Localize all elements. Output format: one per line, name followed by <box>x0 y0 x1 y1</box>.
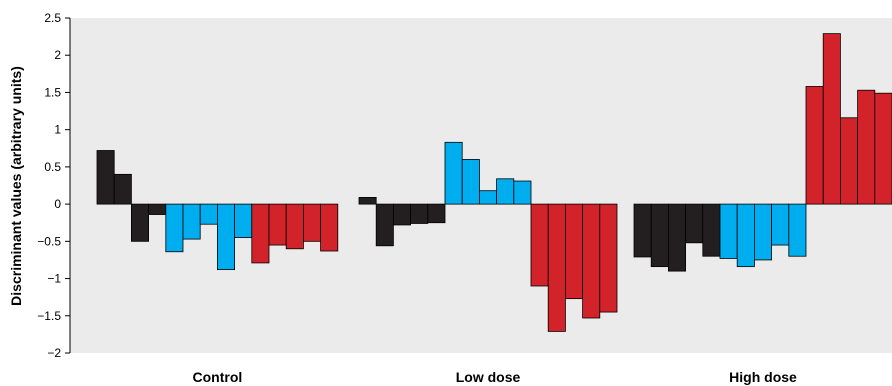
bar <box>719 203 738 259</box>
group-labels: Control Low dose High dose <box>193 369 798 385</box>
bar <box>857 89 876 205</box>
bar <box>633 203 652 258</box>
bar <box>565 203 584 300</box>
bar <box>702 203 721 257</box>
y-tick-label: 2.5 <box>44 11 61 25</box>
bar <box>165 203 184 253</box>
y-tick-label: 0 <box>54 197 61 211</box>
bar <box>358 197 377 205</box>
bar <box>96 150 115 205</box>
bar <box>251 203 270 264</box>
bar <box>668 203 687 272</box>
bar <box>461 159 480 205</box>
bar <box>805 86 824 205</box>
group-label: Control <box>193 369 243 385</box>
bar <box>547 203 566 332</box>
bar <box>285 203 304 250</box>
bar <box>496 178 515 205</box>
bar <box>302 203 321 242</box>
bar <box>113 173 132 205</box>
y-tick-label: −1.5 <box>37 309 61 323</box>
bar <box>375 203 394 247</box>
y-tick-label: 2 <box>54 48 61 62</box>
bar <box>427 203 446 224</box>
bar <box>182 203 201 240</box>
bar <box>320 203 339 252</box>
bar <box>582 203 601 319</box>
bar <box>788 203 807 257</box>
y-axis: 2.5 2 1.5 1 0.5 0 −0.5 −1 −1.5 −2 <box>37 11 71 360</box>
bar <box>771 203 790 246</box>
y-tick-label: 1 <box>54 123 61 137</box>
bar <box>410 203 429 224</box>
bar <box>216 203 235 271</box>
bar <box>822 33 841 205</box>
bar <box>130 203 149 242</box>
y-axis-title: Discriminant values (arbitrary units) <box>8 66 24 306</box>
bar <box>685 203 704 244</box>
bar <box>392 203 411 226</box>
bars-layer <box>96 33 892 332</box>
group-label: Low dose <box>456 369 521 385</box>
bar <box>513 180 532 205</box>
bar <box>599 203 618 313</box>
y-tick-label: 1.5 <box>44 85 61 99</box>
group-label: High dose <box>729 369 797 385</box>
y-tick-label: −1 <box>47 272 61 286</box>
bar <box>754 203 773 261</box>
bar <box>840 117 859 205</box>
bar <box>444 141 463 205</box>
bar <box>478 190 497 205</box>
bar <box>148 203 167 215</box>
y-tick-label: −0.5 <box>37 234 61 248</box>
plot-area-background <box>70 18 892 353</box>
bar <box>234 203 253 239</box>
bar <box>650 203 669 268</box>
y-tick-label: 0.5 <box>44 160 61 174</box>
y-tick-label: −2 <box>47 346 61 360</box>
bar <box>736 203 755 268</box>
bar <box>874 92 892 205</box>
bar <box>199 203 218 225</box>
bar <box>530 203 549 287</box>
bar <box>268 203 287 246</box>
